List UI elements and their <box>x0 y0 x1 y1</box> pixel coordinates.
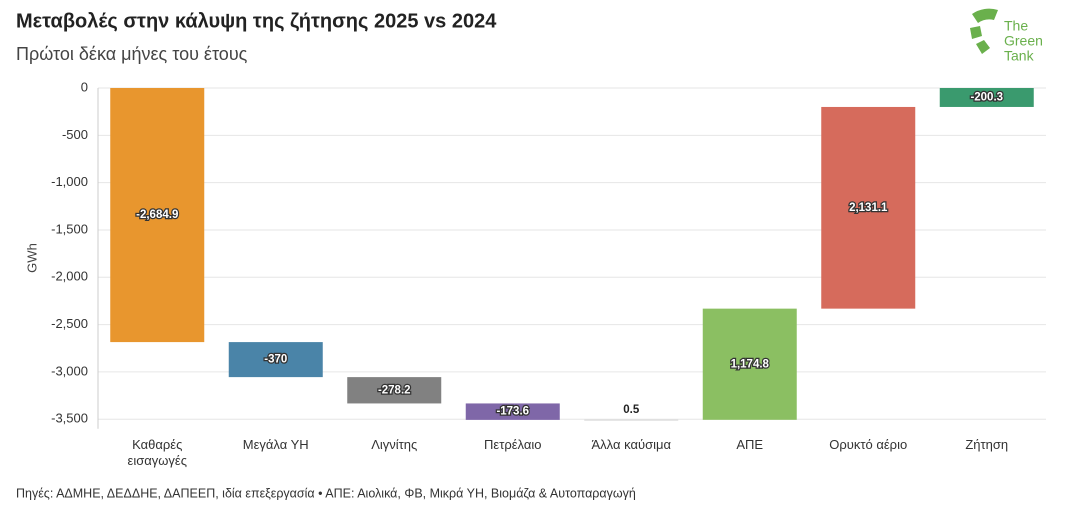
logo-text: The <box>1004 18 1028 34</box>
data-label: 2,131.1 <box>849 202 888 214</box>
data-label: -2,684.9 <box>136 209 178 221</box>
y-tick-label: -2,500 <box>51 316 88 331</box>
chart-title: Μεταβολές στην κάλυψη της ζήτησης 2025 v… <box>16 10 497 32</box>
y-tick-label: 0 <box>81 79 88 94</box>
data-label: -370 <box>264 354 287 366</box>
y-tick-label: -2,000 <box>51 269 88 284</box>
x-tick-label: Ορυκτό αέριο <box>829 436 908 452</box>
y-tick-label: -3,000 <box>51 363 88 378</box>
logo-text: Green <box>1004 33 1043 49</box>
x-tick-label: Καθαρές εισαγωγές <box>127 436 187 468</box>
data-label: -173.6 <box>496 406 529 418</box>
y-tick-label: -500 <box>62 127 88 142</box>
source-note: Πηγές: ΑΔΜΗΕ, ΔΕΔΔΗΕ, ΔΑΠΕΕΠ, ιδία επεξε… <box>16 486 636 500</box>
x-tick-label: Άλλα καύσιμα <box>591 436 672 452</box>
logo-text: Tank <box>1004 48 1035 64</box>
y-axis-label: GWh <box>24 243 39 273</box>
data-label: 0.5 <box>623 404 640 416</box>
x-tick-label: Ζήτηση <box>965 436 1009 452</box>
y-tick-label: -1,500 <box>51 221 88 236</box>
bar <box>939 88 1034 107</box>
bar <box>228 342 323 378</box>
data-label: 1,174.8 <box>731 358 770 370</box>
bar <box>347 377 442 404</box>
x-tick-label: Πετρέλαιο <box>484 436 542 452</box>
y-tick-label: -1,000 <box>51 174 88 189</box>
bar <box>110 88 205 343</box>
bar <box>465 403 560 420</box>
x-tick-label: ΑΠΕ <box>736 436 764 452</box>
bar <box>584 419 679 421</box>
x-tick-label: Μεγάλα ΥΗ <box>242 436 309 452</box>
data-label: -200.3 <box>970 92 1003 104</box>
logo-mark <box>970 8 998 54</box>
bar <box>702 308 797 420</box>
logo: The Green Tank <box>970 8 1043 64</box>
bar <box>821 106 916 309</box>
y-tick-label: -3,500 <box>51 411 88 426</box>
data-label: -278.2 <box>378 384 411 396</box>
x-tick-label: Λιγνίτης <box>371 436 418 452</box>
chart-subtitle: Πρώτοι δέκα μήνες του έτους <box>16 44 248 64</box>
